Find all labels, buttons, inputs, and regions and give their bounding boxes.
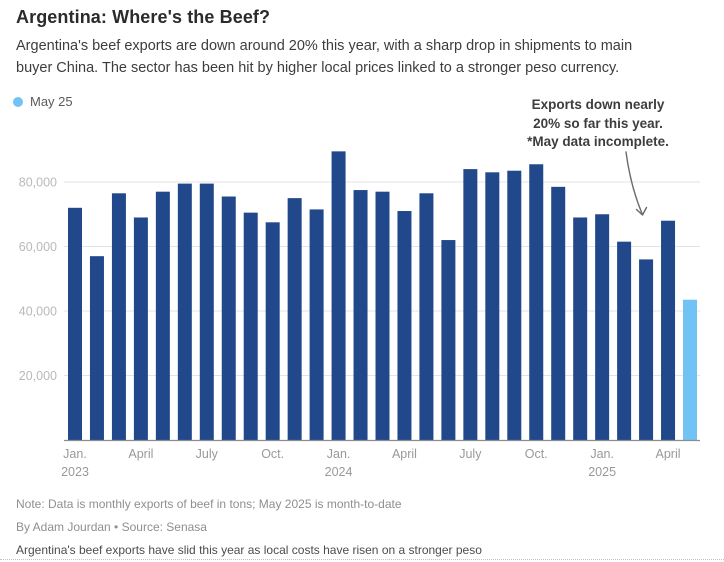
bar-Jan 2025 [595,214,610,440]
x-tick-label: Jan. [63,447,87,461]
annotation-arrowhead-icon [635,206,648,216]
bar-Dec 2023 [309,209,324,440]
x-tick-sublabel: 2023 [61,465,89,479]
bar-Oct 2023 [265,222,280,440]
annotation-line: *May data incomplete. [527,134,669,149]
x-tick-label: April [656,447,681,461]
chart-svg: 20,000 40,000 60,000 80,000 Jan. 2023 April Jul… [19,151,700,479]
bar-Mar 2024 [375,191,390,440]
bar-Sep 2024 [507,170,522,440]
y-tick-label: 40,000 [19,305,57,319]
footer-note: Note: Data is monthly exports of beef in… [16,497,402,511]
y-tick-label: 60,000 [19,240,57,254]
legend-swatch-may25 [13,96,23,107]
chart-subtitle: Argentina's beef exports are down around… [16,35,716,79]
subtitle-line: Argentina's beef exports are down around… [16,38,633,54]
bar-May 2023 [155,191,170,440]
bar-Feb 2024 [353,190,368,440]
bar-Mar 2023 [111,193,126,440]
bottom-divider [0,559,724,560]
bar-Jul 2023 [199,183,214,441]
page-title: Argentina: Where's the Beef? [16,7,271,27]
bar-Aug 2024 [485,172,500,440]
annotation-line: Exports down nearly [531,97,665,112]
bar-Oct 2024 [529,164,544,440]
bar-May 2024 [419,193,434,440]
bar-Jun 2024 [441,240,456,440]
x-tick-label: April [128,447,153,461]
bar-Jan 2023 [68,207,82,440]
x-tick-sublabel: 2025 [588,465,616,479]
subtitle-line: buyer China. The sector has been hit by … [16,60,620,76]
bar-Apr 2023 [133,217,148,440]
bar-Apr 2024 [397,211,412,440]
footer-byline: By Adam Jourdan • Source: Senasa [16,520,207,534]
beef-exports-bar-chart: 20,000 40,000 60,000 80,000 Jan. 2023 April Jul… [0,140,724,485]
bar-Sep 2023 [243,212,258,440]
bar-Nov 2023 [287,198,302,441]
x-tick-label: Oct. [525,447,548,461]
x-tick-label: Jan. [590,447,614,461]
bar-Dec 2024 [573,217,588,440]
x-tick-label: April [392,447,417,461]
legend: May 25 [13,94,73,109]
bar-Nov 2024 [551,186,566,440]
bar-May 2025 [683,299,697,440]
bar-Jun 2023 [177,183,192,441]
x-tick-label: July [196,447,219,461]
annotation-line: 20% so far this year. [533,115,663,131]
footer-caption: Argentina's beef exports have slid this … [16,543,482,557]
chart-annotation: Exports down nearly 20% so far this year… [486,96,710,152]
x-tick-label: Oct. [261,447,284,461]
bar-Aug 2023 [221,196,236,440]
bar-Feb 2025 [617,241,632,440]
chart-footer: Note: Data is monthly exports of beef in… [16,497,716,557]
bar-Jul 2024 [463,169,478,440]
legend-label: May 25 [30,94,73,109]
y-tick-label: 20,000 [19,369,57,383]
bar-Jan 2024 [331,151,346,441]
annotation-arrow [625,151,643,215]
bar-Apr 2025 [661,220,676,440]
bar-Mar 2025 [639,259,654,440]
x-tick-sublabel: 2024 [325,465,353,479]
x-tick-label: Jan. [327,447,351,461]
x-tick-label: July [459,447,482,461]
y-tick-label: 80,000 [19,176,57,190]
bar-Feb 2023 [89,256,104,440]
